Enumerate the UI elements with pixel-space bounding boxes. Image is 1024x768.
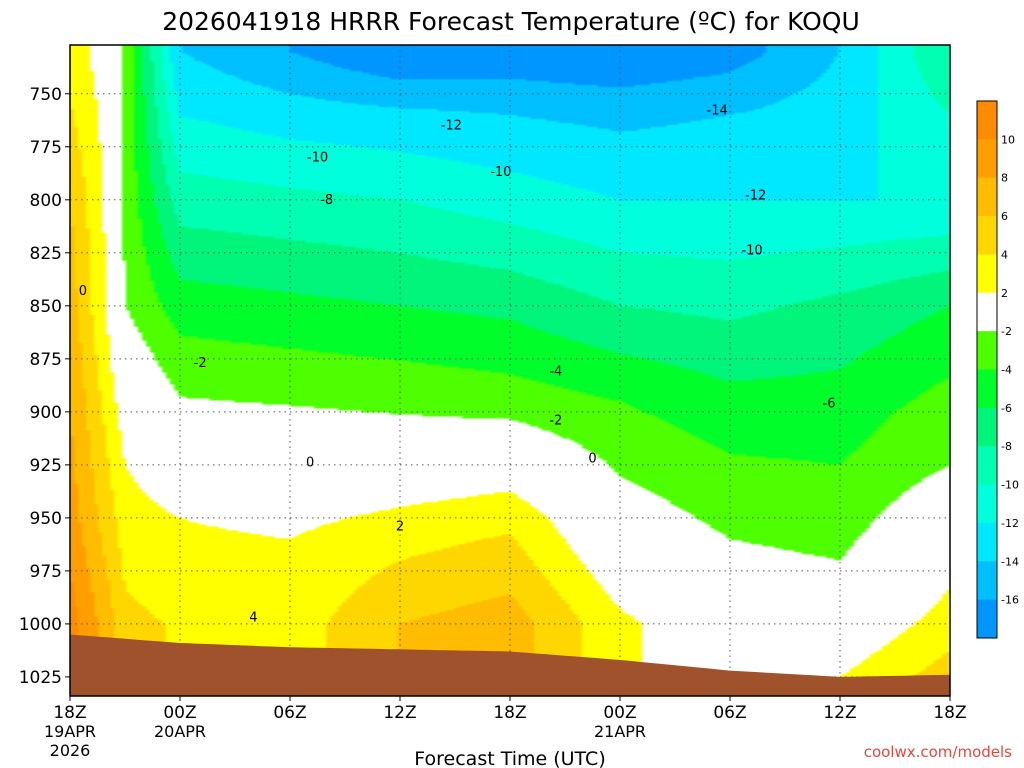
contour-labels: 0 -10 -8 -12 -10 -14 -12 -10 -6 -4 -2 0 0 2 -2 4	[79, 104, 836, 626]
contour-label: -12	[441, 119, 462, 134]
grid-lines	[70, 45, 950, 696]
contour-label: 0	[306, 456, 314, 471]
contour-label: 4	[249, 611, 257, 626]
contour-label: -2	[194, 356, 207, 371]
contour-label: -10	[307, 150, 328, 165]
y-tick-label: 850	[30, 297, 62, 317]
x-tick-year: 2026	[50, 741, 91, 760]
x-tick-label: 18Z	[53, 703, 86, 723]
colorbar-label: -14	[1001, 555, 1019, 568]
x-tick-date: 19APR	[44, 722, 96, 741]
colorbar-label: 6	[1001, 210, 1008, 223]
colorbar-label: -10	[1001, 479, 1019, 492]
plot-area	[70, 45, 950, 696]
colorbar-swatch	[977, 522, 997, 562]
colorbar-swatch	[977, 254, 997, 294]
x-tick-label: 00Z	[163, 703, 196, 723]
y-tick-label: 975	[30, 562, 62, 582]
y-axis: 750 775 800 825 850 875 900 925 950 975 1000 1025	[19, 85, 70, 688]
colorbar-label: -12	[1001, 517, 1019, 530]
contour-label: -6	[823, 396, 836, 411]
x-tick-label: 00Z	[603, 703, 636, 723]
chart-title: 2026041918 HRRR Forecast Temperature (ºC…	[162, 7, 860, 36]
colorbar-label: -6	[1001, 402, 1012, 415]
x-tick-label: 12Z	[383, 703, 416, 723]
x-tick-label: 18Z	[933, 703, 966, 723]
colorbar-swatch	[977, 599, 997, 639]
contour-label: -10	[490, 165, 511, 180]
colorbar-swatch	[977, 407, 997, 447]
colorbar-label: 10	[1001, 133, 1015, 146]
y-tick-label: 800	[30, 191, 62, 211]
colorbar-swatch	[977, 484, 997, 524]
colorbar-frame	[976, 100, 998, 639]
x-tick-label: 18Z	[493, 703, 526, 723]
colorbar-swatch	[977, 369, 997, 409]
colorbar-label: -16	[1001, 594, 1019, 607]
y-tick-label: 900	[30, 403, 62, 423]
contour-label: -2	[549, 413, 562, 428]
contour-label: -4	[549, 365, 562, 380]
contour-label: 0	[79, 284, 87, 299]
x-tick-label: 06Z	[713, 703, 746, 723]
y-tick-label: 875	[30, 350, 62, 370]
colorbar-swatch	[977, 216, 997, 255]
y-tick-label: 950	[30, 509, 62, 529]
colorbar-label: 4	[1001, 248, 1008, 261]
colorbar-label: 8	[1001, 172, 1008, 185]
colorbar-swatch	[977, 561, 997, 601]
x-tick-date: 20APR	[154, 722, 206, 741]
contour-label: -14	[707, 104, 728, 119]
credit-link[interactable]: coolwx.com/models	[864, 743, 1012, 761]
x-tick-label: 12Z	[823, 703, 856, 723]
y-tick-label: 775	[30, 138, 62, 158]
colorbar-swatch	[977, 139, 997, 179]
y-tick-label: 1000	[19, 615, 62, 635]
colorbar-label: -8	[1001, 440, 1012, 453]
colorbar-label: 2	[1001, 287, 1008, 300]
contour-label: -10	[741, 244, 762, 259]
contour-label: -8	[320, 193, 333, 208]
contour-label: 2	[396, 519, 404, 534]
contour-label: 0	[588, 452, 596, 467]
colorbar-swatch	[977, 101, 997, 140]
x-tick-label: 06Z	[273, 703, 306, 723]
y-tick-label: 825	[30, 244, 62, 264]
colorbar-swatch	[977, 331, 997, 370]
colorbar-swatch	[977, 292, 997, 332]
colorbar-label: -4	[1001, 364, 1012, 377]
colorbar-swatch	[977, 446, 997, 486]
x-axis-title: Forecast Time (UTC)	[414, 748, 605, 768]
colorbar: 10 8 6 4 2 -2 -4 -6 -8 -10 -12 -14 -16	[976, 100, 1019, 639]
ground-terrain	[70, 634, 950, 696]
y-tick-label: 925	[30, 456, 62, 476]
colorbar-swatch	[977, 177, 997, 217]
x-tick-date: 21APR	[594, 722, 646, 741]
contour-label: -12	[745, 189, 766, 204]
y-tick-label: 750	[30, 85, 62, 105]
colorbar-label: -2	[1001, 325, 1012, 338]
y-tick-label: 1025	[19, 668, 62, 688]
